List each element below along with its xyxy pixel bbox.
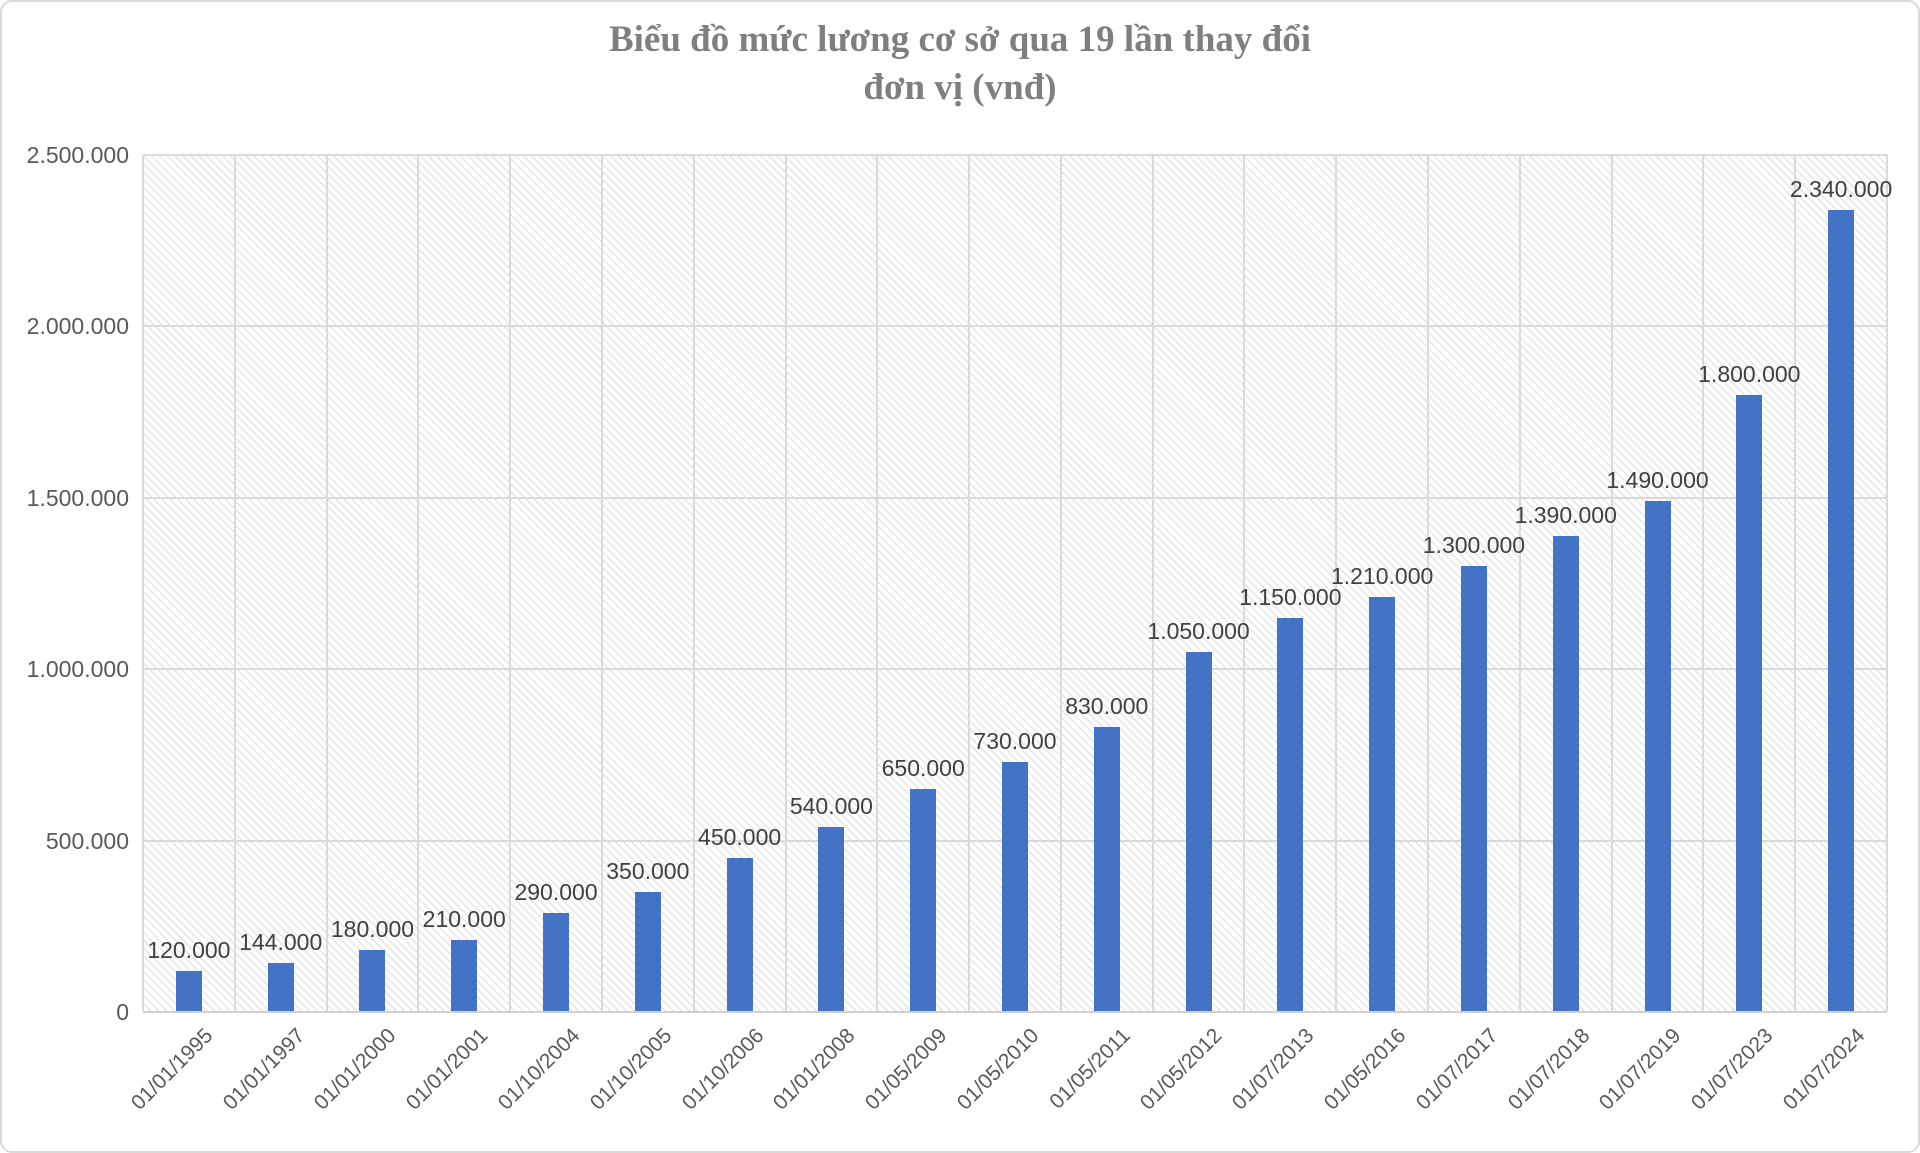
x-axis-tick-label: 01/07/2024 [1778, 1024, 1870, 1115]
x-axis-line [143, 1011, 1887, 1013]
bar-value-label: 180.000 [330, 916, 415, 943]
x-axis-tick-label: 01/01/2000 [310, 1024, 401, 1115]
x-axis-tick-label: 01/05/2010 [952, 1024, 1044, 1115]
vertical-gridline [1702, 155, 1705, 1012]
vertical-gridline [968, 155, 971, 1012]
vertical-gridline [1794, 155, 1797, 1012]
bar [726, 857, 753, 1012]
x-axis-tick-label: 01/10/2005 [585, 1024, 677, 1115]
bar-value-label: 540.000 [789, 792, 873, 819]
y-axis-tick-label: 2.000.000 [26, 313, 129, 340]
bar [543, 912, 570, 1012]
bar-value-label: 290.000 [514, 878, 598, 905]
bar [1277, 617, 1304, 1012]
chart-subtitle: đơn vị (vnđ) [863, 67, 1057, 108]
bar [910, 789, 937, 1012]
x-axis-tick-label: 01/07/2018 [1503, 1024, 1594, 1115]
bar [1828, 209, 1855, 1012]
bar-value-label: 1.050.000 [1147, 618, 1250, 645]
x-axis-tick-label: 01/01/1995 [126, 1024, 218, 1115]
vertical-gridline [1427, 155, 1430, 1012]
bar-value-label: 1.210.000 [1330, 563, 1434, 590]
vertical-gridline [1151, 155, 1154, 1012]
vertical-gridline [509, 155, 512, 1012]
bar-value-label: 1.800.000 [1698, 360, 1801, 387]
vertical-gridline [233, 155, 236, 1012]
bar-value-label: 650.000 [881, 755, 965, 782]
vertical-gridline [876, 155, 879, 1012]
bar [359, 950, 386, 1012]
vertical-gridline [784, 155, 787, 1012]
bar-value-label: 830.000 [1065, 693, 1149, 720]
bar-value-label: 1.150.000 [1239, 583, 1342, 610]
bar-value-label: 120.000 [147, 936, 231, 963]
bar-value-label: 450.000 [698, 823, 782, 850]
bar-value-label: 2.340.000 [1789, 175, 1893, 202]
x-axis-tick-label: 01/01/1997 [218, 1024, 309, 1115]
vertical-gridline [1610, 155, 1613, 1012]
vertical-gridline [1243, 155, 1246, 1012]
horizontal-gridline [143, 668, 1887, 671]
horizontal-gridline [143, 496, 1887, 499]
vertical-gridline [1518, 155, 1521, 1012]
bar-value-label: 1.490.000 [1606, 467, 1709, 494]
bar-value-label: 210.000 [422, 906, 506, 932]
vertical-gridline [417, 155, 420, 1012]
x-axis-tick-label: 01/05/2009 [860, 1024, 952, 1115]
bar [1002, 761, 1028, 1012]
x-axis-tick-label: 01/05/2012 [1136, 1024, 1227, 1115]
y-axis-tick-label: 0 [116, 999, 129, 1025]
vertical-gridline [600, 155, 603, 1012]
vertical-gridline [142, 155, 144, 1012]
x-axis-tick-label: 01/01/2001 [401, 1024, 493, 1115]
y-axis-tick-label: 500.000 [45, 827, 129, 854]
x-axis-tick-label: 01/10/2004 [493, 1024, 585, 1115]
horizontal-gridline [143, 154, 1887, 156]
bar [1644, 501, 1671, 1012]
x-axis-tick-label: 01/05/2011 [1045, 1024, 1136, 1114]
chart-title: Biểu đồ mức lương cơ sở qua 19 lần thay … [608, 19, 1312, 60]
chart-title-block: Biểu đồ mức lương cơ sở qua 19 lần thay … [2, 16, 1918, 112]
x-axis-tick-label: 01/07/2019 [1595, 1024, 1686, 1115]
y-axis-tick-label: 1.500.000 [26, 484, 129, 511]
vertical-gridline [325, 155, 328, 1012]
bar [175, 970, 202, 1012]
vertical-gridline [1059, 155, 1062, 1012]
x-axis-tick-label: 01/07/2013 [1228, 1024, 1319, 1115]
bar [1093, 727, 1120, 1012]
x-axis-tick-label: 01/05/2016 [1319, 1024, 1411, 1115]
x-axis-tick-label: 01/01/2008 [769, 1024, 860, 1115]
bar-value-label: 730.000 [973, 727, 1057, 754]
vertical-gridline [1335, 155, 1338, 1012]
bar-value-label: 144.000 [239, 928, 323, 955]
bar [267, 962, 294, 1012]
bar [1460, 566, 1487, 1012]
vertical-gridline [692, 155, 695, 1012]
bar-value-label: 350.000 [606, 858, 690, 885]
y-axis-tick-label: 1.000.000 [26, 656, 129, 683]
x-axis-tick-label: 01/07/2017 [1411, 1024, 1503, 1115]
bar [1185, 652, 1212, 1012]
bar-value-label: 1.390.000 [1514, 501, 1617, 528]
bar-value-label: 1.300.000 [1422, 532, 1526, 559]
bar [451, 940, 478, 1012]
x-axis-tick-label: 01/07/2023 [1686, 1024, 1778, 1115]
bar [1552, 535, 1579, 1012]
y-axis-tick-label: 2.500.000 [26, 142, 129, 168]
bar [1369, 597, 1396, 1012]
bar [818, 826, 845, 1012]
vertical-gridline [1886, 155, 1888, 1012]
bar [1736, 394, 1763, 1012]
x-axis-tick-label: 01/10/2006 [677, 1024, 768, 1115]
horizontal-gridline [143, 325, 1887, 328]
bar [634, 892, 661, 1012]
